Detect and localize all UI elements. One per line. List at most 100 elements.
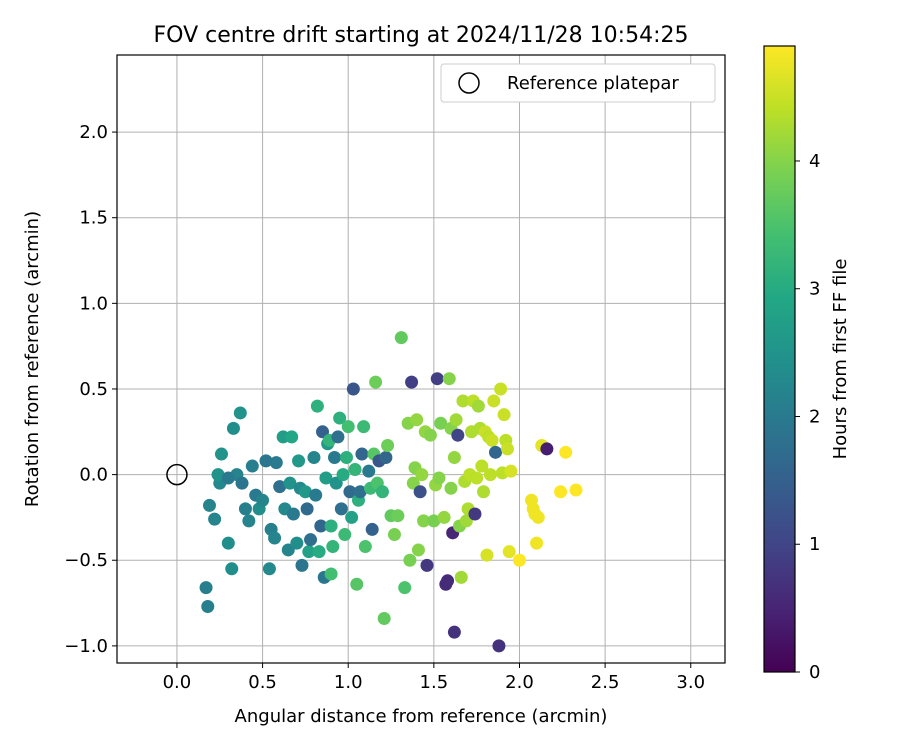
data-point (343, 485, 357, 499)
data-point (437, 510, 451, 524)
colorbar-tick-label: 2 (809, 406, 820, 427)
data-point (256, 493, 270, 507)
data-point (447, 450, 461, 464)
data-point (492, 639, 506, 653)
data-point (456, 394, 470, 408)
data-point (326, 540, 340, 554)
data-point (268, 531, 282, 545)
data-point (310, 399, 324, 413)
data-point (285, 430, 299, 444)
data-point (245, 459, 259, 473)
data-point (304, 533, 318, 547)
data-point (333, 411, 347, 425)
data-points (199, 331, 583, 653)
legend-entry-label: Reference platepar (507, 73, 679, 94)
data-point (375, 485, 389, 499)
data-point (415, 468, 429, 482)
data-point (554, 485, 568, 499)
data-point (470, 471, 484, 485)
x-axis-ticks: 0.0 0.5 1.0 1.5 2.0 2.5 3.0 (163, 663, 705, 693)
data-point (442, 372, 456, 386)
data-point (295, 558, 309, 572)
y-tick-label: 0.5 (79, 379, 108, 400)
data-point (225, 562, 239, 576)
x-axis-label: Angular distance from reference (arcmin) (235, 706, 608, 727)
colorbar-label: Hours from first FF file (830, 259, 851, 460)
data-point (324, 567, 338, 581)
colorbar-tick-label: 3 (809, 279, 820, 300)
data-point (394, 331, 408, 345)
data-point (379, 450, 393, 464)
data-point (369, 375, 383, 389)
data-point (417, 514, 431, 528)
data-point (226, 421, 240, 435)
data-point (540, 442, 554, 456)
data-point (569, 483, 583, 497)
data-point (336, 468, 350, 482)
data-point (444, 481, 458, 495)
data-point (398, 581, 412, 595)
data-point (319, 471, 333, 485)
data-point (314, 519, 328, 533)
colorbar-bar (763, 45, 796, 673)
data-point (286, 507, 300, 521)
colorbar-ticks: 0 1 2 3 4 (795, 151, 820, 683)
data-point (387, 528, 401, 542)
x-tick-label: 1.0 (334, 672, 363, 693)
data-point (355, 447, 369, 461)
data-point (381, 438, 395, 452)
data-point (300, 502, 314, 516)
data-point (411, 543, 425, 557)
data-point (410, 413, 424, 427)
data-point (531, 510, 545, 524)
data-point (468, 507, 482, 521)
data-point (441, 574, 455, 588)
y-tick-label: 1.5 (79, 208, 108, 229)
legend-box (440, 63, 716, 103)
data-point (199, 581, 213, 595)
data-point (221, 471, 235, 485)
data-point (290, 536, 304, 550)
plot-frame (116, 54, 726, 664)
data-point (350, 577, 364, 591)
data-point (201, 599, 215, 613)
data-point (273, 480, 287, 494)
data-point (309, 488, 323, 502)
data-point (324, 519, 338, 533)
data-point (447, 625, 461, 639)
data-point (430, 372, 444, 386)
y-axis-ticks: −1.0 −0.5 0.0 0.5 1.0 1.5 2.0 (64, 122, 117, 657)
data-point (512, 553, 526, 567)
data-point (353, 485, 367, 499)
data-point (214, 447, 228, 461)
data-point (358, 540, 372, 554)
data-point (362, 464, 376, 478)
x-tick-label: 0.0 (163, 672, 192, 693)
data-point (221, 536, 235, 550)
data-point (500, 442, 514, 456)
data-point (420, 558, 434, 572)
data-point (480, 548, 494, 562)
y-tick-label: −0.5 (64, 550, 108, 571)
data-point (211, 468, 225, 482)
grid (117, 55, 725, 663)
colorbar-tick-label: 4 (809, 151, 820, 172)
data-point (292, 454, 306, 468)
data-point (451, 428, 465, 442)
data-point (312, 545, 326, 559)
data-point (502, 545, 516, 559)
data-point (423, 428, 437, 442)
data-point (530, 536, 544, 550)
colorbar-tick-label: 0 (809, 662, 820, 683)
data-point (427, 514, 441, 528)
data-point (302, 545, 316, 559)
data-point (348, 462, 362, 476)
data-point (391, 509, 405, 523)
colorbar: 0 1 2 3 4 Hours from first FF file (763, 45, 851, 683)
data-point (202, 498, 216, 512)
data-point (413, 485, 427, 499)
data-point (328, 450, 342, 464)
data-point (449, 413, 463, 427)
data-point (403, 553, 417, 567)
